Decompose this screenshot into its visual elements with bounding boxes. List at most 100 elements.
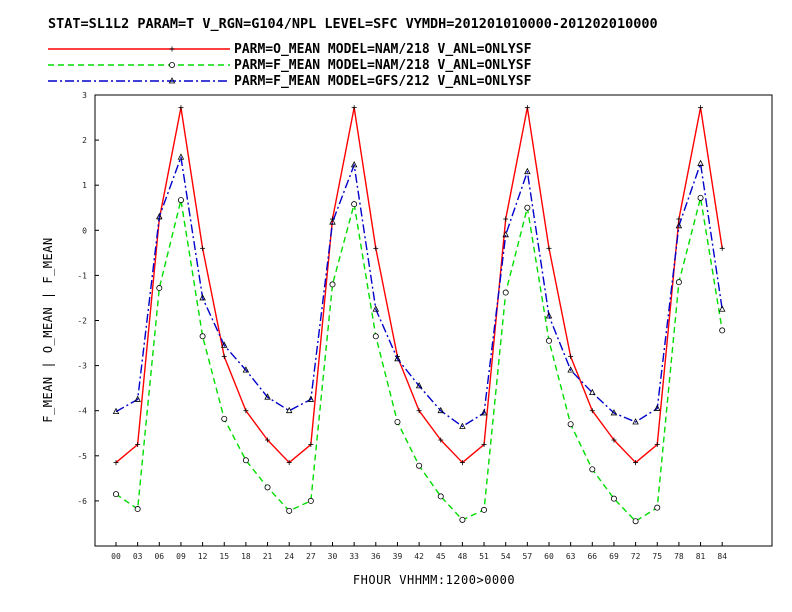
x-tick-label: 30 xyxy=(328,552,338,561)
data-point-triangle xyxy=(220,341,228,348)
data-point-triangle xyxy=(156,212,163,220)
data-point-circle xyxy=(264,484,271,491)
series-1 xyxy=(113,105,725,466)
data-point-circle xyxy=(177,197,184,204)
data-point-plus xyxy=(135,442,141,448)
data-point-circle xyxy=(589,466,596,473)
y-axis-label: F_MEAN | O_MEAN | F_MEAN xyxy=(41,237,55,422)
x-tick-label: 48 xyxy=(458,552,468,561)
data-point-circle xyxy=(654,504,661,511)
data-point-circle xyxy=(610,495,617,502)
legend: PARM=O_MEAN MODEL=NAM/218 V_ANL=ONLYSFPA… xyxy=(48,42,532,89)
data-point-plus xyxy=(524,105,530,111)
data-point-circle xyxy=(675,279,682,286)
data-point-plus xyxy=(200,245,206,251)
chart-title: STAT=SL1L2 PARAM=T V_RGN=G104/NPL LEVEL=… xyxy=(48,16,658,32)
data-point-circle xyxy=(156,285,163,292)
data-point-plus xyxy=(351,105,357,111)
data-point-circle xyxy=(307,497,314,504)
data-point-plus xyxy=(438,437,444,443)
series-layer xyxy=(112,105,726,525)
x-tick-label: 18 xyxy=(241,552,251,561)
data-point-plus xyxy=(178,105,184,111)
data-point-plus xyxy=(589,408,595,414)
legend-entry: PARM=O_MEAN MODEL=NAM/218 V_ANL=ONLYSF xyxy=(48,42,532,57)
x-tick-label: 27 xyxy=(306,552,316,561)
data-point-circle xyxy=(632,518,639,525)
x-tick-label: 09 xyxy=(176,552,186,561)
x-tick-label: 24 xyxy=(284,552,294,561)
data-point-plus xyxy=(503,216,509,222)
data-point-circle xyxy=(546,337,553,344)
legend-entry: PARM=F_MEAN MODEL=GFS/212 V_ANL=ONLYSF xyxy=(48,74,532,89)
data-point-plus xyxy=(654,442,660,448)
data-point-plus xyxy=(169,46,175,52)
y-tick-label: -3 xyxy=(77,362,87,371)
data-point-triangle xyxy=(394,354,401,362)
legend-label: PARM=F_MEAN MODEL=GFS/212 V_ANL=ONLYSF xyxy=(234,74,532,89)
legend-label: PARM=F_MEAN MODEL=NAM/218 V_ANL=ONLYSF xyxy=(234,58,532,73)
data-point-circle xyxy=(372,333,379,340)
data-point-circle xyxy=(134,506,141,513)
x-tick-label: 60 xyxy=(544,552,554,561)
x-tick-label: 81 xyxy=(696,552,706,561)
y-tick-label: 3 xyxy=(82,91,87,100)
data-point-triangle xyxy=(567,366,574,373)
x-tick-label: 45 xyxy=(436,552,446,561)
x-axis-label: FHOUR VHHMM:1200>0000 xyxy=(353,573,515,587)
data-point-triangle xyxy=(415,382,423,389)
data-point-circle xyxy=(567,421,574,428)
data-point-triangle xyxy=(502,230,509,238)
data-point-circle xyxy=(221,415,228,422)
legend-entry: PARM=F_MEAN MODEL=NAM/218 V_ANL=ONLYSF xyxy=(48,58,532,73)
data-point-plus xyxy=(221,354,227,360)
data-point-triangle xyxy=(524,167,531,175)
x-tick-label: 36 xyxy=(371,552,381,561)
x-tick-label: 66 xyxy=(587,552,597,561)
series-2 xyxy=(113,194,726,525)
x-tick-label: 75 xyxy=(652,552,662,561)
data-point-triangle xyxy=(632,418,639,425)
data-point-plus xyxy=(568,354,574,360)
data-point-plus xyxy=(481,442,487,448)
x-tick-label: 69 xyxy=(609,552,619,561)
data-point-triangle xyxy=(589,388,596,396)
data-point-triangle xyxy=(264,393,271,400)
data-point-circle xyxy=(481,506,488,513)
data-point-circle xyxy=(168,62,175,69)
data-point-plus xyxy=(308,442,314,448)
x-tick-label: 63 xyxy=(566,552,576,561)
x-tick-label: 00 xyxy=(111,552,121,561)
data-point-triangle xyxy=(329,218,336,225)
data-point-triangle xyxy=(653,404,661,411)
y-tick-label: -1 xyxy=(77,271,87,280)
data-point-plus xyxy=(459,460,465,466)
data-point-plus xyxy=(698,105,704,111)
data-point-triangle xyxy=(285,406,293,414)
y-tick-label: -6 xyxy=(77,497,87,506)
data-point-triangle xyxy=(459,422,466,429)
data-point-plus xyxy=(113,460,119,466)
data-point-circle xyxy=(416,462,423,469)
y-tick-label: 1 xyxy=(82,181,87,190)
data-point-plus xyxy=(286,460,292,466)
data-point-circle xyxy=(113,491,120,498)
data-point-plus xyxy=(546,245,552,251)
x-tick-label: 33 xyxy=(349,552,359,561)
y-axis: 3 2 1 0 -1 -2 -3 -4 -5 -6 xyxy=(77,91,99,506)
series-line xyxy=(115,197,723,522)
x-tick-label: 12 xyxy=(198,552,208,561)
data-point-circle xyxy=(286,507,293,514)
x-tick-label: 54 xyxy=(501,552,511,561)
y-tick-label: -2 xyxy=(77,317,87,326)
x-tick-label: 03 xyxy=(133,552,143,561)
data-point-circle xyxy=(719,327,726,334)
data-point-triangle xyxy=(718,305,726,312)
data-point-circle xyxy=(459,516,466,523)
data-point-triangle xyxy=(134,395,141,402)
x-axis: 00 03 06 09 12 15 18 21 24 27 30 33 36 39 42 45 48 51 54 57… xyxy=(111,542,727,561)
data-point-circle xyxy=(697,194,704,201)
series-line xyxy=(115,156,723,428)
x-tick-label: 15 xyxy=(219,552,229,561)
x-tick-label: 39 xyxy=(393,552,403,561)
